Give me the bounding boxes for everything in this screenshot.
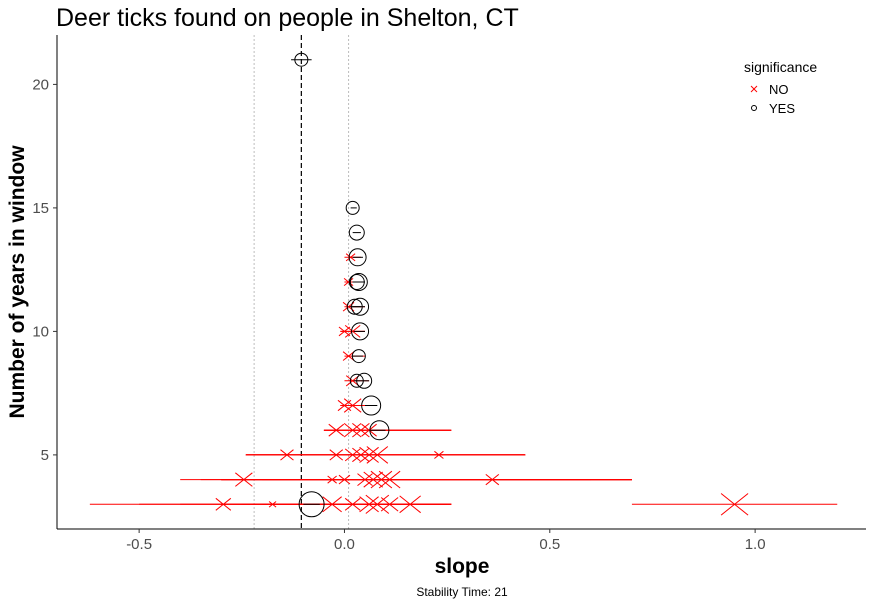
x-ticks: -0.5 0.0 0.5 1.0 bbox=[126, 529, 766, 553]
point-no bbox=[380, 497, 399, 512]
point-yes bbox=[294, 52, 309, 67]
point-no bbox=[345, 253, 356, 262]
point-yes bbox=[298, 491, 325, 518]
legend-title: significance bbox=[744, 59, 817, 75]
point-no bbox=[720, 493, 749, 516]
point-no bbox=[327, 475, 337, 484]
point-yes bbox=[349, 273, 368, 291]
point-no bbox=[357, 473, 373, 486]
point-yes bbox=[361, 395, 382, 416]
point-no bbox=[343, 278, 354, 286]
point-yes bbox=[348, 274, 365, 290]
point-no bbox=[366, 446, 389, 464]
reference-lines bbox=[253, 35, 350, 529]
point-yes bbox=[348, 224, 365, 241]
y-tick-label: 20 bbox=[32, 76, 49, 93]
point-no bbox=[343, 398, 362, 413]
point-yes bbox=[349, 373, 364, 388]
point-yes bbox=[351, 297, 370, 316]
point-no bbox=[268, 501, 277, 508]
point-no bbox=[342, 351, 355, 361]
point-no bbox=[399, 495, 421, 514]
point-yes bbox=[348, 248, 367, 267]
x-tick-label: 1.0 bbox=[745, 536, 766, 553]
point-no bbox=[378, 470, 401, 489]
point-no bbox=[215, 497, 232, 511]
y-tick-label: 5 bbox=[41, 447, 49, 464]
legend-no-marker bbox=[750, 85, 758, 93]
point-no bbox=[365, 494, 390, 514]
point-no bbox=[329, 449, 344, 461]
point-no bbox=[235, 472, 253, 487]
x-tick-label: 0.5 bbox=[539, 536, 560, 553]
point-yes bbox=[345, 200, 360, 215]
chart-caption: Stability Time: 21 bbox=[416, 585, 508, 599]
point-no bbox=[338, 474, 351, 485]
point-no bbox=[328, 423, 345, 437]
chart-title: Deer ticks found on people in Shelton, C… bbox=[56, 4, 519, 32]
point-no bbox=[434, 450, 444, 459]
point-no bbox=[370, 470, 393, 489]
legend-label-no: NO bbox=[769, 82, 789, 97]
point-yes bbox=[351, 322, 370, 341]
point-yes bbox=[369, 420, 390, 441]
point-no bbox=[344, 497, 361, 511]
point-no bbox=[343, 423, 362, 438]
point-no bbox=[344, 448, 361, 462]
point-yes bbox=[351, 349, 366, 364]
x-tick-label: -0.5 bbox=[126, 536, 152, 553]
x-axis-title: slope bbox=[435, 555, 490, 578]
point-no bbox=[338, 326, 351, 337]
point-no bbox=[361, 423, 377, 437]
point-no bbox=[485, 474, 500, 486]
y-ticks: 5 10 15 20 bbox=[32, 76, 57, 464]
point-no bbox=[359, 446, 379, 463]
point-no bbox=[344, 325, 361, 338]
point-yes bbox=[346, 298, 363, 315]
data-points bbox=[215, 52, 749, 518]
y-axis-title: Number of years in window bbox=[6, 145, 29, 419]
point-no bbox=[352, 447, 370, 463]
error-bars bbox=[89, 59, 838, 505]
y-tick-label: 10 bbox=[32, 323, 49, 340]
point-no bbox=[322, 496, 342, 513]
point-no bbox=[352, 423, 370, 438]
legend: significance NO YES bbox=[744, 59, 817, 116]
legend-yes-marker bbox=[751, 105, 757, 111]
y-tick-label: 15 bbox=[32, 200, 49, 217]
legend-label-yes: YES bbox=[769, 101, 795, 116]
point-no bbox=[280, 449, 294, 461]
point-no bbox=[359, 496, 379, 513]
point-yes bbox=[356, 372, 373, 389]
x-tick-label: 0.0 bbox=[334, 536, 355, 553]
point-no bbox=[363, 471, 384, 488]
